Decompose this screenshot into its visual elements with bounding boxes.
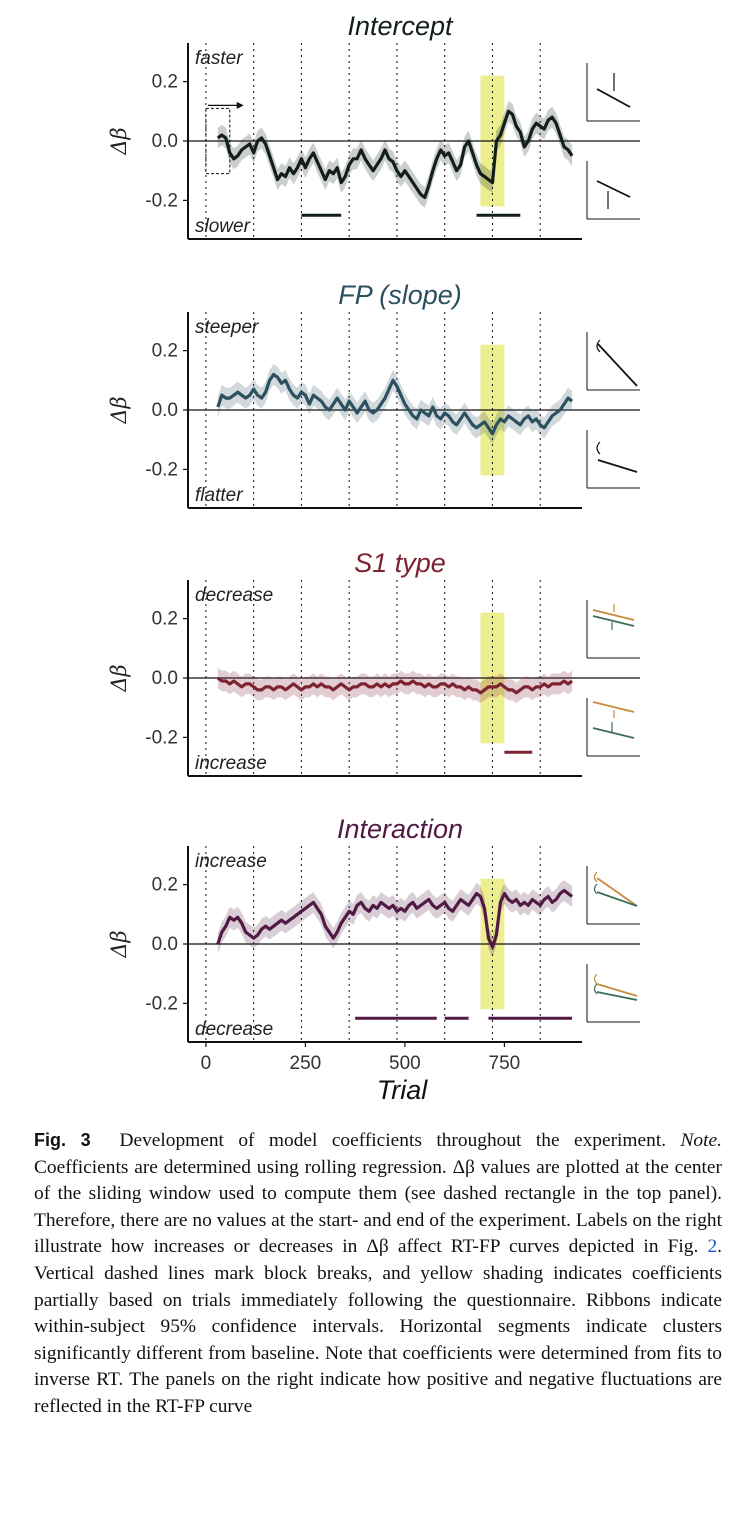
y-tick-label: 0.2 bbox=[152, 341, 178, 362]
panel-0 bbox=[183, 43, 640, 240]
window-arrow-head bbox=[236, 101, 244, 109]
inset-curve-green bbox=[596, 991, 638, 1001]
direction-label-top: steeper bbox=[195, 317, 259, 338]
ci-ribbon bbox=[217, 100, 573, 208]
caption-text-1: Coefficients are determined using rollin… bbox=[34, 1156, 722, 1258]
inset-slope-steeper bbox=[586, 332, 640, 391]
inset-curve-green bbox=[596, 891, 638, 907]
inset-curved-arrow bbox=[596, 339, 601, 353]
y-axis-label: Δβ bbox=[107, 127, 131, 155]
panel-3 bbox=[183, 846, 640, 1047]
inset-curve bbox=[597, 343, 638, 387]
inset-curved-arrow bbox=[593, 973, 598, 985]
x-tick-label: 0 bbox=[201, 1053, 212, 1074]
caption-note-label: Note. bbox=[680, 1130, 722, 1151]
inset-curve-green bbox=[592, 727, 635, 739]
x-tick-label: 750 bbox=[489, 1053, 521, 1074]
inset-curve-orange bbox=[596, 877, 638, 907]
inset-curve bbox=[596, 180, 631, 198]
direction-label-bottom: slower bbox=[195, 216, 251, 237]
y-axis-label: Δβ bbox=[107, 396, 131, 424]
inset-curved-arrow bbox=[593, 883, 598, 895]
caption-title: Development of model coefficients throug… bbox=[119, 1130, 667, 1151]
series-line bbox=[216, 109, 574, 199]
inset-slope-flatter bbox=[586, 430, 640, 489]
caption-figure-link[interactable]: 2 bbox=[707, 1236, 718, 1258]
y-tick-label: -0.2 bbox=[145, 993, 178, 1014]
y-tick-label: 0.0 bbox=[152, 400, 178, 421]
y-tick-label: 0.0 bbox=[152, 131, 178, 152]
panel-1 bbox=[183, 312, 640, 509]
inset-curved-arrow bbox=[596, 441, 601, 455]
inset-curve bbox=[597, 459, 638, 473]
inset-curve bbox=[596, 88, 631, 108]
inset-curve-orange bbox=[596, 983, 638, 997]
direction-label-bottom: flatter bbox=[195, 485, 243, 506]
y-tick-label: 0.2 bbox=[152, 875, 178, 896]
direction-label-top: decrease bbox=[195, 585, 273, 606]
y-axis-label: Δβ bbox=[107, 664, 131, 692]
inset-s1-diverge bbox=[586, 698, 640, 757]
series-line bbox=[216, 372, 574, 436]
y-tick-label: 0.0 bbox=[152, 668, 178, 689]
x-tick-label: 250 bbox=[290, 1053, 322, 1074]
y-tick-label: -0.2 bbox=[145, 459, 178, 480]
y-tick-label: -0.2 bbox=[145, 190, 178, 211]
x-axis-label: Trial bbox=[377, 1075, 428, 1105]
ci-ribbon bbox=[217, 880, 573, 958]
direction-label-top: increase bbox=[195, 851, 267, 872]
y-tick-label: 0.2 bbox=[152, 609, 178, 630]
series-line bbox=[216, 676, 574, 695]
inset-s1-converge bbox=[586, 600, 640, 659]
inset-intercept-up bbox=[586, 161, 640, 220]
y-tick-label: 0.0 bbox=[152, 934, 178, 955]
inset-curve-orange bbox=[592, 701, 635, 713]
figure-3: 0.2 0.0 -0.2 Δβ Intercept faster slower 0.2 0.0 -… bbox=[107, 11, 640, 1105]
inset-interaction-decrease bbox=[586, 964, 640, 1023]
series-line bbox=[216, 888, 574, 949]
inset-curved-arrow bbox=[593, 871, 598, 883]
x-tick-label: 500 bbox=[389, 1053, 421, 1074]
inset-curve-orange bbox=[592, 609, 635, 621]
direction-label-bottom: decrease bbox=[195, 1019, 273, 1040]
caption-label: Fig. 3 bbox=[34, 1130, 91, 1150]
panel-title: S1 type bbox=[354, 548, 446, 578]
y-tick-label: 0.2 bbox=[152, 72, 178, 93]
inset-intercept-down bbox=[586, 63, 640, 122]
panel-title: Interaction bbox=[337, 814, 463, 844]
panel-title: Intercept bbox=[347, 11, 454, 41]
y-axis-label: Δβ bbox=[107, 930, 131, 958]
direction-label-top: faster bbox=[195, 48, 243, 69]
panel-title: FP (slope) bbox=[338, 280, 462, 310]
figure-caption: Fig. 3 Development of model coefficients… bbox=[34, 1127, 722, 1421]
inset-curve-green bbox=[592, 615, 635, 627]
inset-interaction-increase bbox=[586, 866, 640, 925]
sliding-window-box bbox=[205, 107, 231, 175]
caption-text-2: . Vertical dashed lines mark block break… bbox=[34, 1236, 722, 1417]
direction-label-bottom: increase bbox=[195, 753, 267, 774]
panel-2 bbox=[183, 580, 640, 777]
inset-curved-arrow bbox=[593, 983, 598, 995]
y-tick-label: -0.2 bbox=[145, 727, 178, 748]
